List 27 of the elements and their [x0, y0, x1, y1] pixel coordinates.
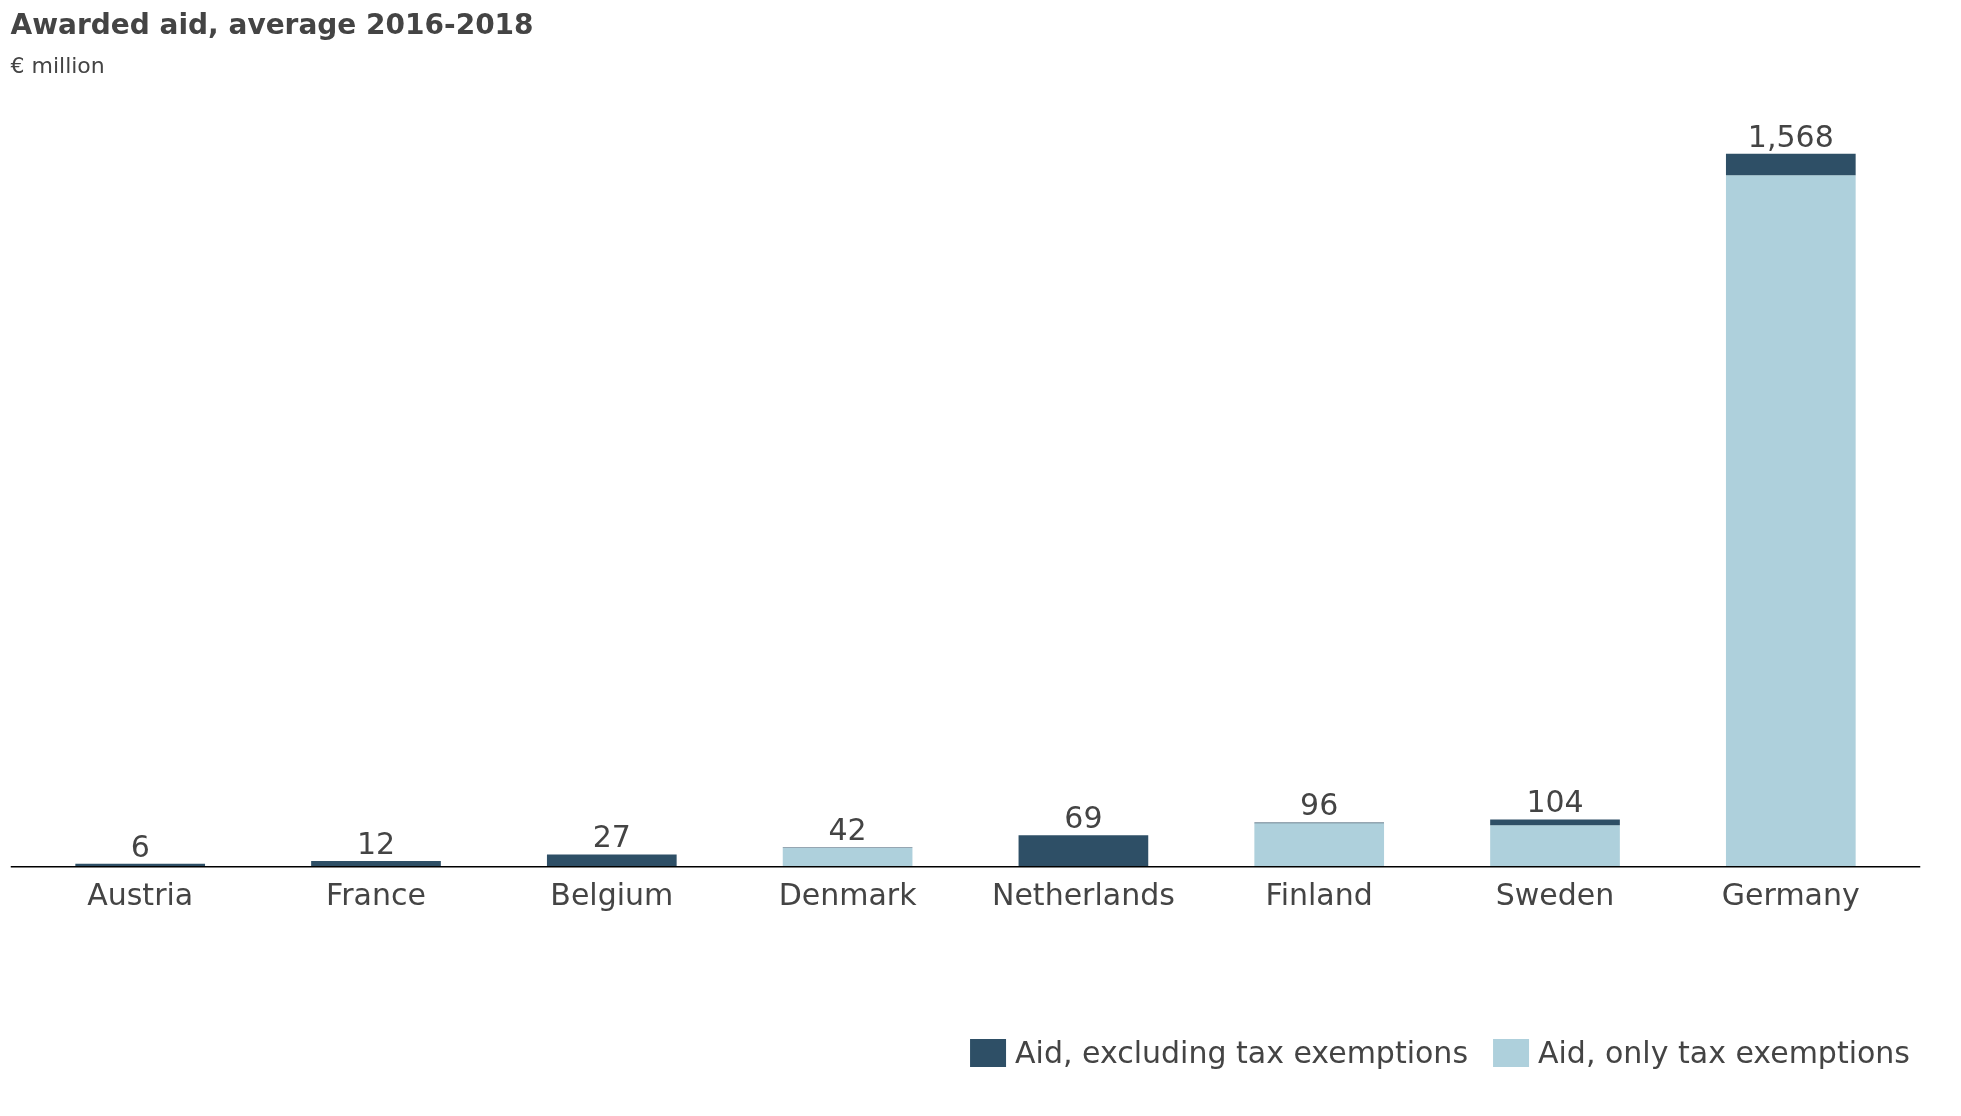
legend-label: Aid, excluding tax exemptions [1015, 1035, 1469, 1070]
x-tick-label: Finland [1265, 877, 1373, 913]
annotation: 96 [1300, 787, 1339, 823]
annotation: 1,568 [1747, 118, 1834, 154]
chart-subtitle: € million [10, 52, 105, 78]
x-tick-label: Germany [1721, 877, 1860, 913]
annotation: 12 [356, 825, 396, 861]
annotation: 42 [828, 812, 867, 848]
x-tick-label: Austria [87, 877, 194, 913]
bar [1254, 823, 1385, 867]
bar [1725, 153, 1856, 176]
x-tick-label: Sweden [1495, 877, 1615, 913]
bar [1725, 175, 1856, 867]
bar [1018, 835, 1149, 867]
x-tick-label: Denmark [778, 877, 918, 913]
x-tick-label: Belgium [550, 877, 674, 913]
annotation: 104 [1526, 784, 1584, 820]
bar [1490, 825, 1620, 867]
annotation: 6 [130, 828, 150, 864]
bar [782, 848, 913, 867]
annotation: 69 [1064, 800, 1103, 836]
x-tick-label: Netherlands [991, 877, 1175, 913]
chart-title: Awarded aid, average 2016-2018 [10, 7, 534, 41]
annotation: 27 [592, 819, 631, 855]
x-tick-label: France [326, 877, 426, 913]
legend-label: Aid, only tax exemptions [1538, 1035, 1910, 1070]
bar [546, 854, 677, 867]
